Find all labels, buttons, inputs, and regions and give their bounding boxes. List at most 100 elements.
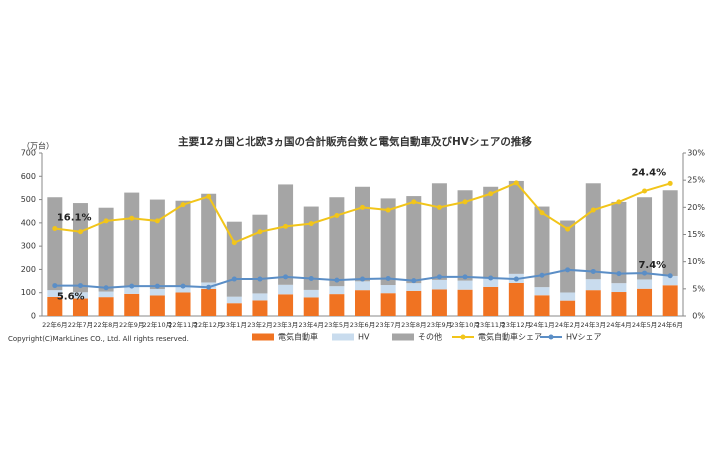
x-tick-label: 23年3月	[273, 320, 298, 329]
bar	[611, 292, 627, 316]
legend-swatch	[548, 334, 554, 340]
point	[334, 277, 340, 283]
point	[77, 229, 83, 235]
point	[385, 207, 391, 213]
bar	[329, 286, 345, 295]
x-tick-label: 23年1月	[222, 320, 247, 329]
bar	[149, 199, 165, 289]
x-tick-label: 22年6月	[42, 320, 67, 329]
point	[462, 274, 468, 280]
x-tick-label: 24年2月	[555, 320, 580, 329]
bar	[611, 201, 627, 284]
bar	[47, 290, 63, 297]
x-tick-label: 24年5月	[632, 320, 657, 329]
bar	[662, 190, 678, 276]
y-tick-label: 500	[21, 195, 36, 204]
point	[513, 180, 519, 186]
bar	[431, 289, 447, 316]
bar	[72, 292, 88, 299]
point	[283, 223, 289, 229]
x-tick-label: 22年12月	[194, 320, 224, 329]
x-tick-label: 23年11月	[476, 320, 506, 329]
bar	[534, 206, 550, 288]
bar	[226, 303, 242, 316]
bar	[175, 292, 191, 316]
bar	[72, 203, 88, 293]
bar	[149, 295, 165, 316]
x-tick-label: 23年7月	[375, 320, 400, 329]
bar	[124, 293, 140, 316]
point	[436, 274, 442, 280]
bar	[406, 290, 422, 316]
y2-tick-label: 30%	[687, 149, 705, 158]
point	[257, 276, 263, 282]
bar	[252, 293, 268, 301]
bar	[355, 290, 370, 316]
bar	[611, 283, 627, 293]
point	[52, 283, 58, 289]
point	[206, 284, 212, 290]
y-tick-label: 300	[21, 242, 36, 251]
point	[77, 283, 83, 289]
bar	[98, 297, 114, 316]
bar	[457, 190, 473, 281]
bar	[483, 186, 499, 278]
point	[360, 204, 365, 210]
bar	[201, 288, 217, 316]
legend-label: HV	[358, 333, 370, 342]
bar	[175, 200, 191, 287]
point	[539, 272, 545, 278]
point	[334, 212, 340, 218]
bar	[175, 286, 191, 293]
y-tick-label: 400	[21, 218, 36, 227]
y-tick-label: 700	[21, 149, 36, 158]
bar	[124, 287, 140, 294]
point	[590, 207, 596, 213]
bar	[355, 281, 370, 291]
x-tick-label: 23年10月	[450, 320, 480, 329]
point	[667, 180, 673, 186]
point	[231, 276, 237, 282]
bar	[124, 192, 140, 288]
point	[411, 278, 417, 284]
bar	[406, 283, 422, 291]
point	[616, 271, 622, 277]
bar	[585, 290, 601, 316]
bar	[278, 184, 294, 285]
bar	[278, 284, 294, 295]
point	[616, 199, 622, 205]
y2-tick-label: 5%	[692, 284, 705, 293]
bar	[72, 298, 88, 316]
legend-label: 電気自動車シェア	[478, 332, 542, 342]
bar	[508, 282, 524, 316]
bar	[98, 207, 114, 292]
x-tick-label: 24年6月	[657, 320, 682, 329]
y2-tick-label: 10%	[687, 257, 705, 266]
point	[590, 268, 596, 274]
bar	[585, 183, 601, 280]
bar	[303, 297, 319, 316]
data-label: 5.6%	[57, 292, 85, 303]
data-label: 24.4%	[631, 167, 666, 178]
bar	[483, 286, 499, 316]
bar	[252, 214, 268, 294]
x-tick-label: 23年12月	[502, 320, 532, 329]
point	[308, 221, 314, 227]
point	[283, 274, 289, 280]
bar	[662, 275, 678, 286]
point	[565, 267, 571, 273]
bar	[380, 293, 396, 316]
legend-label: 電気自動車	[278, 332, 318, 342]
point	[308, 276, 314, 282]
x-tick-label: 23年6月	[350, 320, 375, 329]
bar	[278, 294, 294, 316]
x-tick-label: 24年1月	[529, 320, 554, 329]
legend-label: HVシェア	[566, 333, 602, 342]
x-tick-label: 23年5月	[324, 320, 349, 329]
point	[103, 218, 109, 224]
x-tick-label: 23年2月	[247, 320, 272, 329]
point	[462, 199, 468, 205]
bar	[637, 279, 653, 289]
chart-title: 主要12ヵ国と北欧3ヵ国の合計販売台数と電気自動車及びHVシェアの推移	[178, 135, 532, 148]
x-tick-label: 23年8月	[401, 320, 426, 329]
